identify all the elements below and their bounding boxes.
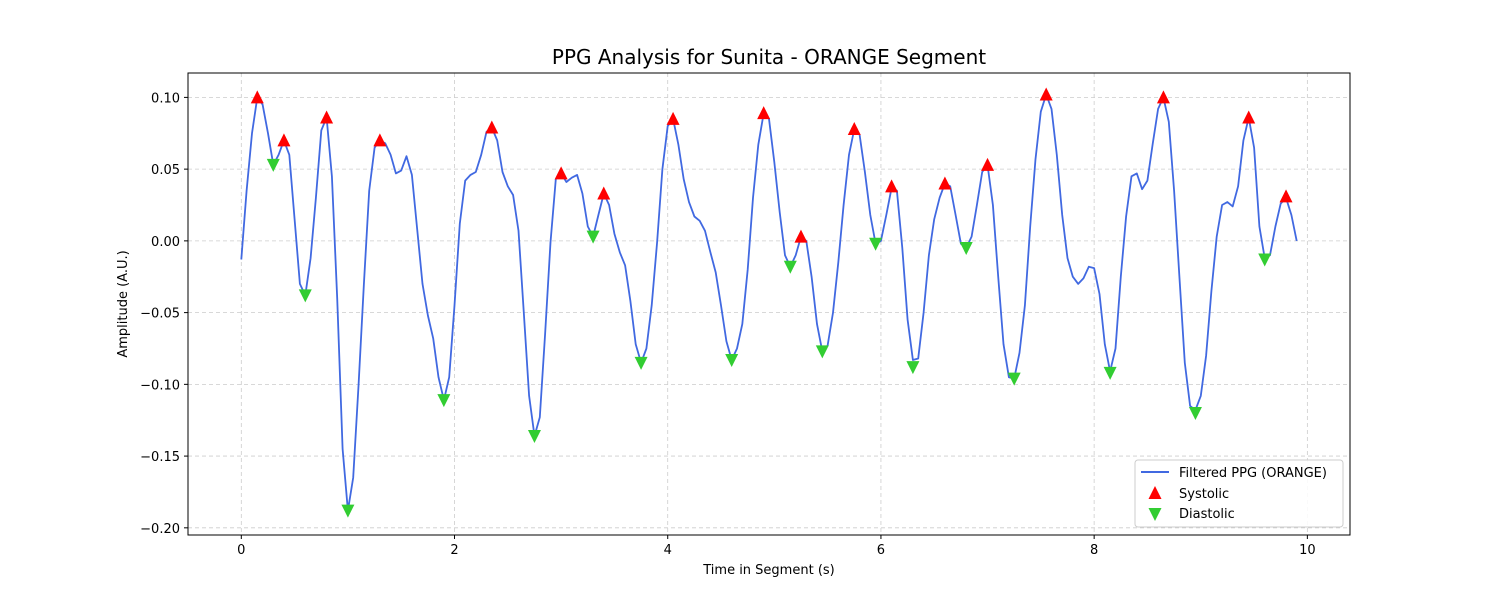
diastolic-marker	[815, 345, 829, 359]
y-tick-label: −0.10	[140, 378, 180, 393]
plot-frame	[187, 72, 1351, 536]
legend-box	[1134, 459, 1344, 528]
systolic-marker	[1242, 110, 1256, 124]
diastolic-marker	[783, 260, 797, 274]
diastolic-marker	[527, 430, 541, 443]
systolic-marker	[597, 186, 611, 200]
systolic-marker	[794, 229, 808, 243]
systolic-marker	[250, 90, 264, 104]
diastolic-marker	[1103, 366, 1117, 380]
x-tick-label: 4	[664, 543, 672, 558]
diastolic-marker	[266, 158, 280, 172]
diastolic-marker	[1007, 372, 1021, 386]
plot-series	[240, 87, 1298, 518]
diastolic-marker	[437, 394, 451, 408]
systolic-marker	[847, 121, 861, 135]
diastolic-marker	[959, 242, 973, 256]
systolic-marker	[485, 120, 499, 134]
legend-label-diastolic: Diastolic	[1179, 507, 1235, 522]
diastolic-marker	[1258, 253, 1272, 267]
y-tick-label: 0.00	[151, 235, 180, 250]
systolic-marker	[277, 133, 291, 147]
x-tick-label: 0	[237, 543, 245, 558]
axes: 0 2 4 6 8 10 −0.20 −0.15 −0.10 −0.05 0.00 0.05 0.10	[140, 91, 1315, 558]
x-tick-label: 10	[1299, 543, 1316, 558]
systolic-marker	[981, 157, 995, 171]
y-tick-label: −0.15	[140, 450, 180, 465]
systolic-marker	[938, 176, 952, 190]
systolic-marker	[320, 110, 334, 124]
y-tick-label: 0.05	[151, 163, 180, 178]
diastolic-marker	[1188, 407, 1202, 421]
systolic-marker	[757, 106, 771, 120]
legend: Filtered PPG (ORANGE) Systolic Diastolic	[1134, 459, 1344, 528]
chart-title: PPG Analysis for Sunita - ORANGE Segment	[552, 45, 986, 69]
grid	[188, 73, 1350, 535]
diastolic-marker	[586, 230, 600, 244]
legend-label-filtered-ppg: Filtered PPG (ORANGE)	[1179, 466, 1327, 481]
systolic-marker	[885, 179, 899, 193]
diastolic-marker	[634, 356, 648, 370]
systolic-marker	[1156, 90, 1170, 104]
systolic-marker	[1039, 87, 1053, 101]
y-tick-label: 0.10	[151, 91, 180, 106]
x-axis-label: Time in Segment (s)	[702, 563, 834, 578]
legend-label-systolic: Systolic	[1179, 487, 1229, 502]
systolic-marker	[373, 133, 387, 147]
systolic-marker	[1279, 189, 1293, 203]
systolic-marker	[666, 111, 680, 125]
y-tick-label: −0.05	[140, 307, 180, 322]
systolic-marker	[554, 166, 568, 180]
diastolic-marker	[906, 361, 920, 375]
diastolic-marker	[725, 353, 739, 367]
x-tick-label: 2	[450, 543, 458, 558]
legend-diastolic-marker	[1148, 508, 1162, 521]
diastolic-marker	[869, 237, 883, 251]
x-tick-label: 6	[877, 543, 885, 558]
diastolic-marker	[298, 289, 312, 303]
legend-systolic-marker	[1148, 486, 1162, 499]
y-tick-label: −0.20	[140, 522, 180, 537]
y-axis-label: Amplitude (A.U.)	[116, 250, 131, 357]
x-tick-label: 8	[1090, 543, 1098, 558]
diastolic-marker	[341, 504, 355, 518]
